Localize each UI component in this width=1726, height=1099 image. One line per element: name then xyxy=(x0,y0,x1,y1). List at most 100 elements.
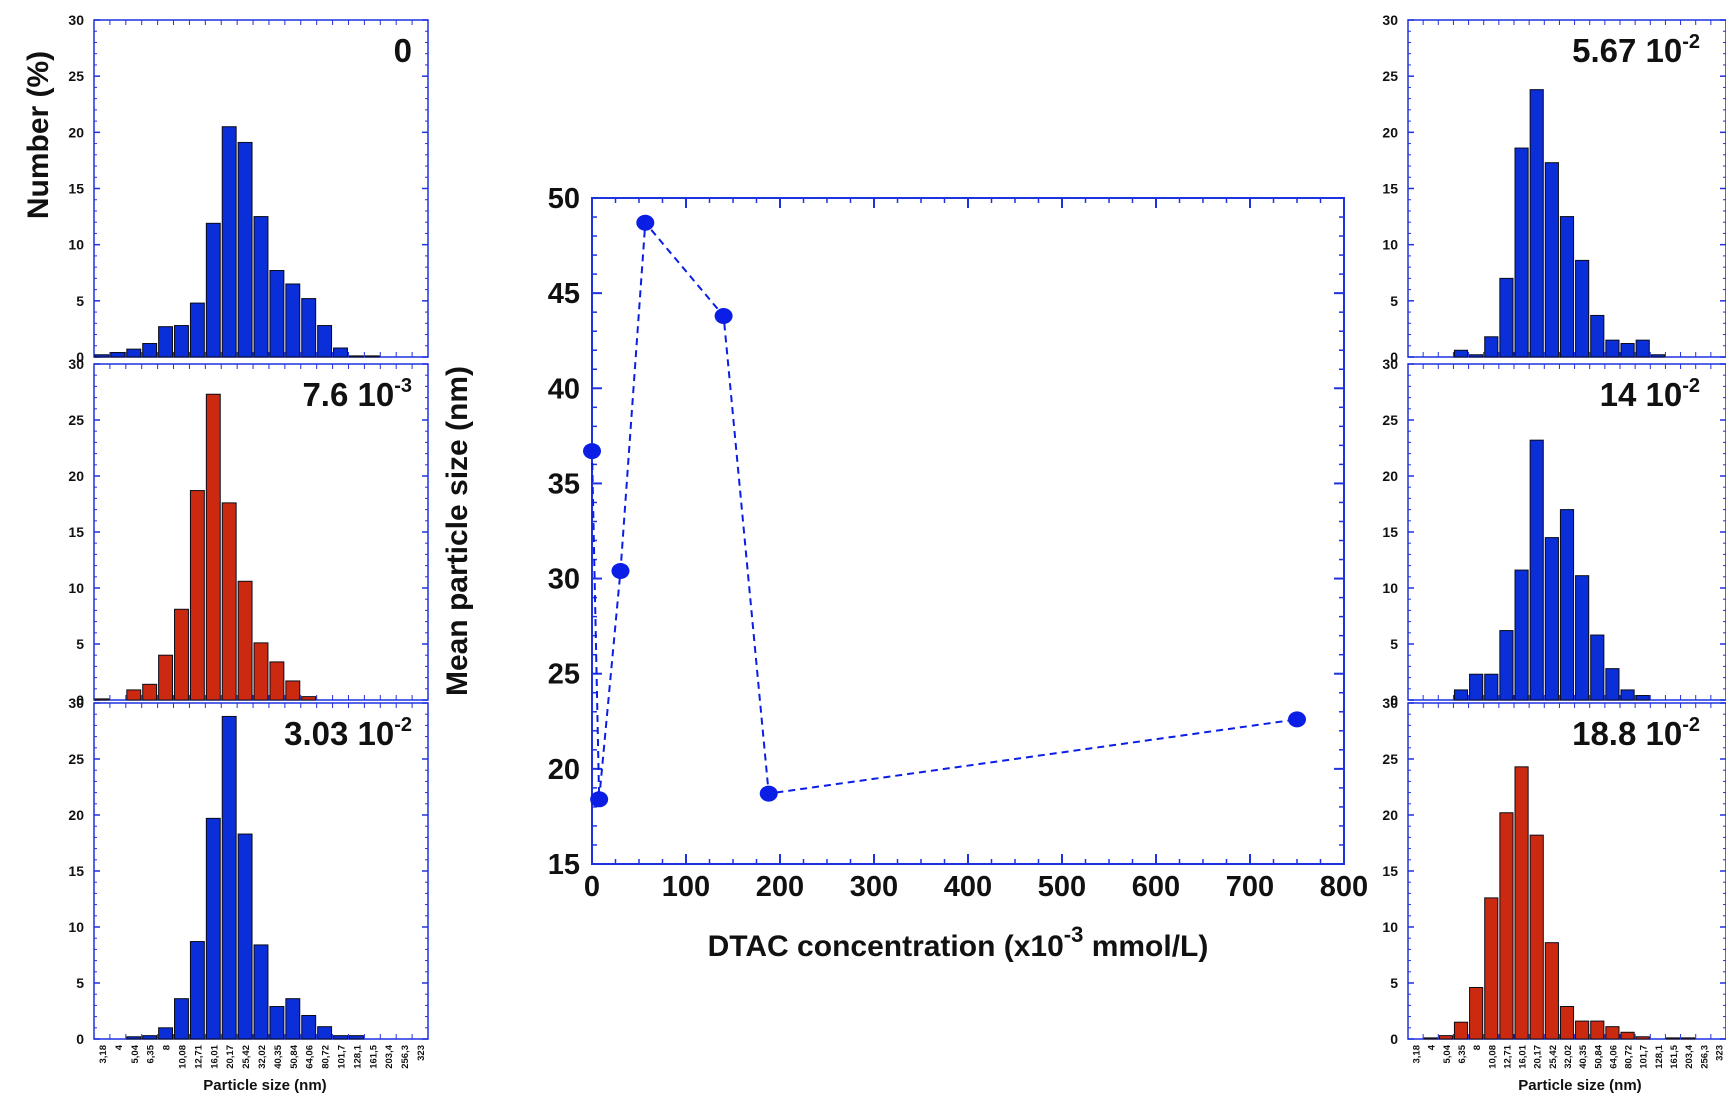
bar xyxy=(1575,575,1590,701)
x-tick-label: 100 xyxy=(662,871,710,903)
panel-label: 18.8 10-2 xyxy=(1572,714,1700,752)
bar xyxy=(1544,537,1559,701)
bar xyxy=(237,833,253,1040)
bar xyxy=(221,502,237,701)
y-tick-label: 25 xyxy=(68,412,84,428)
x-tick-label: 600 xyxy=(1132,871,1180,903)
y-tick-label: 0 xyxy=(76,692,84,708)
data-point xyxy=(636,214,655,231)
bar xyxy=(174,998,189,1040)
bar xyxy=(158,654,174,701)
bar xyxy=(174,608,189,701)
bar xyxy=(1590,634,1605,701)
x-tick-label: 800 xyxy=(1320,871,1368,903)
x-tick-label: 161,5 xyxy=(1669,1044,1680,1068)
panel-frame xyxy=(1407,702,1726,1040)
bar xyxy=(1681,1037,1696,1040)
y-tick-label: 10 xyxy=(1382,919,1398,935)
bar xyxy=(94,698,110,701)
data-point xyxy=(714,307,733,324)
panel-label-main: 18.8 10 xyxy=(1572,715,1682,752)
x-tick-label: 12,71 xyxy=(193,1044,204,1068)
y-tick-label: 45 xyxy=(548,278,580,310)
x-tick-label: 32,02 xyxy=(257,1045,268,1069)
panel-label-main: 3.03 10 xyxy=(284,715,394,752)
panel-label-exponent: -2 xyxy=(394,714,412,736)
histogram-panel-5.67e-2: 0 5 10 15 20 25 30 5.67 10-2 xyxy=(1382,12,1726,365)
bar xyxy=(285,998,301,1040)
x-tick-label: 500 xyxy=(1038,871,1086,903)
data-point xyxy=(611,562,630,579)
y-tick-label: 25 xyxy=(1382,751,1398,767)
bar xyxy=(205,222,221,358)
bar xyxy=(1484,897,1499,1040)
bar xyxy=(126,348,142,358)
panel-label: 14 10-2 xyxy=(1600,375,1700,413)
bar xyxy=(189,941,205,1040)
x-axis-label-main: DTAC concentration (x10 xyxy=(708,930,1064,963)
x-tick-label: 16,01 xyxy=(1518,1044,1529,1068)
y-tick-label: 10 xyxy=(1382,580,1398,596)
bar xyxy=(205,393,221,701)
x-tick-label: 25,42 xyxy=(241,1045,252,1069)
x-tick-label: 6,35 xyxy=(1457,1044,1468,1063)
y-tick-label: 0 xyxy=(76,349,84,365)
y-tick-label: 50 xyxy=(548,183,580,215)
x-tick-label: 3,18 xyxy=(98,1045,109,1064)
bar xyxy=(1423,1037,1438,1040)
bar xyxy=(348,1035,364,1040)
bar xyxy=(1544,942,1559,1040)
data-point xyxy=(583,443,601,460)
x-axis-label-right: Particle size (nm) xyxy=(1518,1077,1641,1094)
bar xyxy=(364,355,380,358)
bar xyxy=(126,1036,142,1040)
panel-label: 0 xyxy=(394,32,412,69)
bar xyxy=(1469,673,1484,701)
y-tick-label: 5 xyxy=(76,975,84,991)
bar xyxy=(1453,1021,1469,1040)
x-tick-label: 50,84 xyxy=(289,1044,300,1068)
x-axis-label-exponent: -3 xyxy=(1064,922,1084,947)
x-tick-label: 0 xyxy=(584,871,600,903)
bar xyxy=(1665,1037,1681,1040)
y-axis-label: Mean particle size (nm) xyxy=(441,366,474,696)
mean-size-chart: 0 100 200 300 400 500 600 700 800 15 20 25 30 35 40 45 5… xyxy=(441,183,1368,963)
bar xyxy=(1484,673,1499,701)
y-tick-label: 20 xyxy=(1382,124,1398,140)
bar xyxy=(1529,834,1544,1040)
bar xyxy=(237,580,253,701)
panel-label-exponent: -2 xyxy=(1682,375,1700,397)
bar xyxy=(189,302,205,358)
bar xyxy=(1469,986,1484,1040)
bar xyxy=(253,216,269,358)
y-tick-label: 15 xyxy=(1382,524,1398,540)
bar xyxy=(174,325,189,358)
bar xyxy=(253,944,269,1040)
bar xyxy=(142,683,158,701)
bar xyxy=(158,1027,174,1040)
x-tick-label: 128,1 xyxy=(1654,1044,1665,1068)
x-tick-label: 20,17 xyxy=(1533,1045,1544,1069)
x-tick-label: 323 xyxy=(1714,1045,1725,1061)
x-tick-label: 4 xyxy=(114,1044,125,1050)
bar xyxy=(1635,339,1650,358)
plot-frame xyxy=(591,197,1345,865)
bar xyxy=(333,347,348,358)
data-point xyxy=(590,791,609,808)
x-tick-label: 200 xyxy=(756,871,804,903)
y-tick-label: 5 xyxy=(1390,636,1398,652)
bar xyxy=(1575,1020,1590,1040)
x-tick-label: 25,42 xyxy=(1548,1045,1559,1069)
x-tick-label: 161,5 xyxy=(368,1044,379,1068)
y-tick-label: 0 xyxy=(1390,1031,1398,1047)
bar xyxy=(1499,630,1514,701)
y-tick-label: 15 xyxy=(68,524,84,540)
x-tick-label: 256,3 xyxy=(1699,1045,1710,1069)
bar xyxy=(1544,162,1559,358)
histogram-panel-0: 0 5 10 15 20 25 30 0 xyxy=(68,12,429,365)
bar xyxy=(301,1014,317,1040)
bar xyxy=(1620,1031,1635,1040)
bar xyxy=(1514,569,1529,701)
bar xyxy=(1635,695,1650,701)
bar xyxy=(1529,439,1544,701)
